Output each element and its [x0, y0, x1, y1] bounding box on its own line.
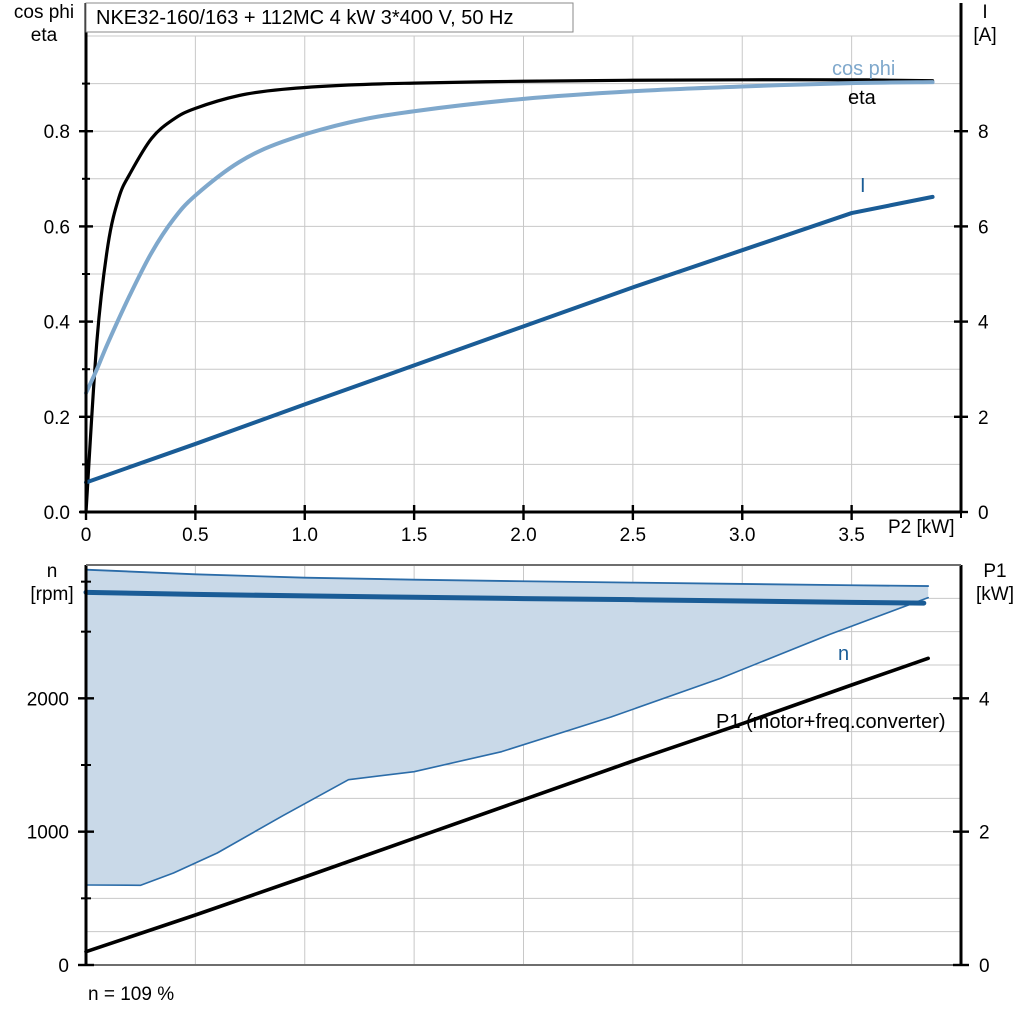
chart-title-box	[85, 2, 574, 33]
tick-label-x: 3.0	[729, 525, 755, 545]
series-line-speed	[83, 589, 927, 606]
tick-label-left: 0	[58, 956, 69, 977]
top-chart-series	[84, 78, 935, 514]
top-chart: 0.0 0.2 0.4 0.6 0.8 0 2 4 6 8 0 0.5 1.0 1.5 2.0 2.5 3.0 3…	[14, 2, 997, 545]
tick-label-x: 2.5	[620, 525, 646, 545]
tick-label-x: 3.5	[838, 525, 864, 545]
cos-phi-series-label: cos phi	[832, 58, 895, 80]
top-chart-tick-labels: 0.0 0.2 0.4 0.6 0.8 0 2 4 6 8 0 0.5 1.0 1.5 2.0 2.5 3.0 3…	[44, 82, 989, 545]
bottom-chart-series	[83, 568, 930, 954]
tick-label-left: 2000	[27, 689, 69, 710]
tick-label-right: 2	[979, 823, 990, 844]
tick-label-right: 4	[979, 689, 990, 710]
tick-label-left: 0.4	[44, 313, 71, 334]
top-x-axis-label: P2 [kW]	[888, 517, 955, 538]
bottom-left-axis-label-line2: [rpm]	[30, 584, 73, 605]
top-right-axis-label-line2: [A]	[973, 25, 996, 46]
tick-label-x: 1.5	[401, 525, 427, 545]
bottom-right-axis-label-line1: P1	[983, 561, 1006, 582]
series-line-current	[84, 194, 935, 485]
p1-series-label: P1 (motor+freq.converter)	[716, 711, 946, 733]
bottom-chart: 0 1000 2000 0 2 4 n [rpm] P1 [kW] n P1 (motor…	[27, 561, 1014, 1005]
tick-label-right: 2	[978, 408, 989, 429]
top-left-axis-label-line1: cos phi	[14, 2, 74, 23]
tick-label-right: 6	[978, 217, 989, 238]
tick-label-right: 0	[979, 956, 990, 977]
tick-label-x: 0	[81, 525, 92, 545]
speed-band-lower-edge	[85, 596, 929, 887]
series-line-eta	[84, 78, 935, 514]
bottom-chart-tick-labels: 0 1000 2000 0 2 4	[27, 580, 990, 977]
top-right-axis-label-line1: I	[982, 2, 987, 23]
speed-series-label: n	[838, 643, 849, 665]
tick-label-left: 0.6	[44, 217, 70, 238]
tick-label-left: 0.8	[44, 122, 70, 143]
bottom-right-axis-label-line2: [kW]	[976, 584, 1014, 605]
series-line-p1	[84, 656, 930, 954]
tick-label-left: 0.0	[44, 503, 70, 524]
tick-label-x: 1.0	[292, 525, 318, 545]
top-chart-axes	[80, 3, 963, 514]
current-series-label: I	[860, 175, 866, 197]
tick-label-x: 2.0	[510, 525, 536, 545]
speed-operating-band-fill	[86, 569, 929, 886]
chart-title: NKE32-160/163 + 112MC 4 kW 3*400 V, 50 H…	[96, 7, 513, 29]
tick-label-right: 4	[978, 313, 989, 334]
tick-label-left: 0.2	[44, 408, 70, 429]
series-line-cos-phi	[84, 80, 935, 395]
tick-label-left: 1000	[27, 823, 69, 844]
tick-label-right: 0	[978, 503, 989, 524]
eta-series-label: eta	[848, 87, 877, 109]
top-chart-gridlines	[85, 35, 962, 512]
top-left-axis-label-line2: eta	[31, 25, 58, 46]
tick-label-x: 0.5	[182, 525, 208, 545]
bottom-left-axis-label-line1: n	[47, 561, 58, 582]
tick-label-right: 8	[978, 122, 989, 143]
speed-band-upper-edge	[85, 568, 930, 587]
speed-percentage-note: n = 109 %	[88, 984, 174, 1005]
